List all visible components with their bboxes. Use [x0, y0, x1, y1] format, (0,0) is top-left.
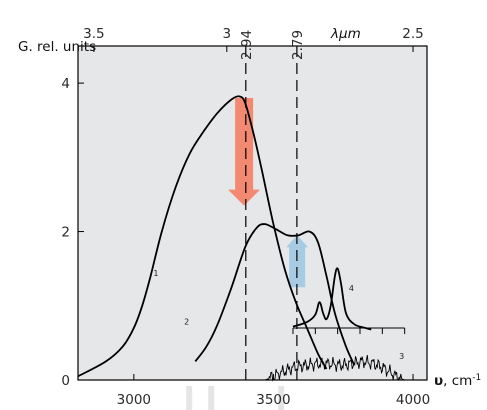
x-axis-symbol: υ [434, 373, 443, 389]
top-axis-label: λμm [330, 26, 361, 42]
top-tick-label: 3.5 [83, 26, 104, 42]
x-axis-label: υ, cm-1 [434, 373, 481, 389]
x-tick-label: 4000 [396, 392, 430, 408]
series-2-line [194, 223, 356, 366]
x-axis-exponent: -1 [472, 373, 481, 383]
y-tick-label: 0 [61, 373, 70, 389]
background-mark [208, 386, 215, 410]
dashed-marker-label: 2.79 [290, 30, 306, 60]
plot-frame [77, 45, 428, 381]
x-axis-unit: , cm [443, 373, 472, 389]
top-tick-label: 2.5 [402, 26, 423, 42]
series-4-line [292, 267, 372, 331]
dashed-marker-label: 2.94 [239, 30, 255, 60]
background-mark [278, 386, 285, 410]
increase-arrow [286, 235, 309, 288]
y-tick-label: 4 [61, 76, 70, 92]
y-tick-label: 2 [61, 225, 70, 241]
top-tick-label: 3 [223, 26, 232, 42]
y-axis-label: G. rel. units [18, 39, 96, 55]
x-tick-label: 3000 [117, 392, 151, 408]
series-3-line [264, 355, 405, 382]
series-4-label: 4 [349, 284, 354, 293]
background-mark [186, 386, 193, 410]
series-1-line [77, 95, 328, 378]
series-3-label: 3 [399, 352, 404, 361]
plot-area [78, 46, 427, 380]
x-tick-label: 3500 [256, 392, 290, 408]
series-1-label: 1 [153, 269, 158, 278]
series-2-label: 2 [184, 317, 189, 326]
